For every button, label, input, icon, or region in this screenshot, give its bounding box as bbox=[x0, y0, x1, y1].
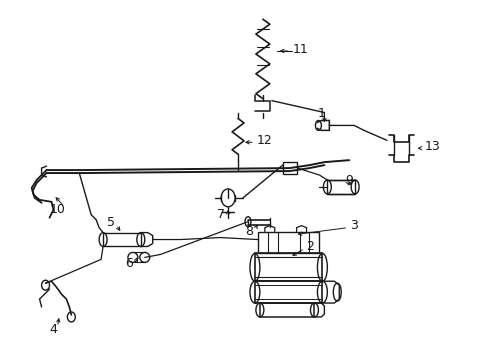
Bar bbox=[326, 180, 354, 194]
Text: 2: 2 bbox=[306, 240, 314, 253]
Bar bbox=[254, 281, 322, 303]
Text: 13: 13 bbox=[424, 140, 440, 153]
Text: 7: 7 bbox=[217, 208, 224, 221]
Bar bbox=[257, 231, 319, 253]
Text: 11: 11 bbox=[292, 42, 308, 55]
Bar bbox=[282, 162, 296, 174]
Bar bbox=[259, 303, 314, 317]
Text: 8: 8 bbox=[244, 225, 252, 238]
Text: 9: 9 bbox=[345, 174, 352, 186]
Text: 5: 5 bbox=[107, 216, 115, 229]
Text: 12: 12 bbox=[256, 134, 272, 147]
Text: 3: 3 bbox=[349, 219, 357, 232]
Bar bbox=[254, 253, 322, 281]
Bar bbox=[103, 233, 141, 247]
Text: 1: 1 bbox=[317, 107, 325, 120]
Text: 10: 10 bbox=[49, 203, 65, 216]
Text: 6: 6 bbox=[125, 257, 133, 270]
Text: 4: 4 bbox=[49, 323, 57, 336]
